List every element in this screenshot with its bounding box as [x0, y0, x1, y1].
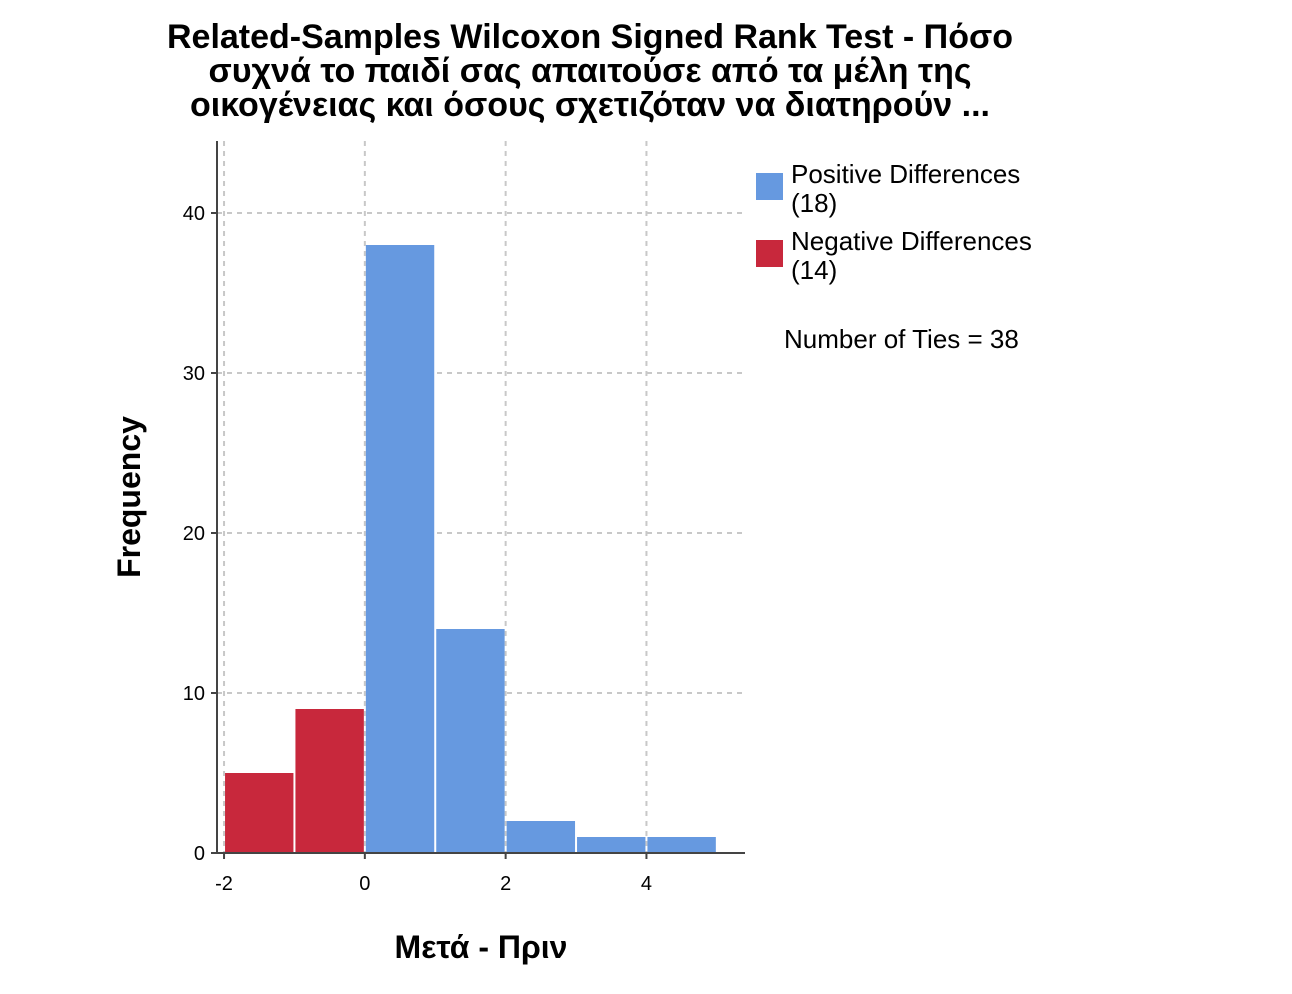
x-axis-title: Μετά - Πριν	[395, 929, 568, 965]
bar-4	[506, 821, 576, 853]
y-tick-label-3: 30	[183, 363, 205, 385]
legend-swatch-positive	[756, 173, 783, 200]
x-tick-label-1: 0	[359, 873, 370, 895]
legend: Positive Differences(18) Negative Differe…	[756, 159, 1032, 285]
legend-count-negative: (14)	[791, 255, 837, 285]
x-tick-label-3: 4	[641, 873, 652, 895]
y-tick-label-2: 20	[183, 523, 205, 545]
y-tick-label-1: 10	[183, 683, 205, 705]
bar-5	[577, 837, 646, 853]
chart-title-line-1: Related-Samples Wilcoxon Signed Rank Tes…	[166, 18, 1013, 56]
y-tick-label-0: 0	[194, 843, 205, 865]
bar-1	[295, 709, 364, 853]
x-tick-label-0: -2	[215, 873, 233, 895]
legend-count-positive: (18)	[791, 188, 837, 218]
bar-6	[647, 837, 716, 853]
axes	[211, 141, 745, 859]
bars	[225, 245, 716, 853]
x-tick-label-2: 2	[500, 873, 511, 895]
legend-swatch-negative	[756, 240, 783, 267]
chart-title-line-3: οικογένειας και όσους σχετιζόταν να διατ…	[189, 86, 990, 124]
bar-0	[225, 773, 294, 853]
y-axis-title: Frequency	[111, 416, 147, 578]
chart-title-line-2: συχνά το παιδί σας απαιτούσε από τα μέλη…	[208, 52, 972, 90]
bar-2	[365, 245, 435, 853]
legend-label-positive: Positive Differences	[791, 159, 1020, 189]
legend-label-negative: Negative Differences	[791, 226, 1032, 256]
ties-annotation: Number of Ties = 38	[784, 324, 1019, 354]
grid-lines	[217, 141, 745, 853]
y-tick-label-4: 40	[183, 203, 205, 225]
bar-3	[436, 629, 505, 853]
chart-title: Related-Samples Wilcoxon Signed Rank Tes…	[90, 20, 1090, 122]
